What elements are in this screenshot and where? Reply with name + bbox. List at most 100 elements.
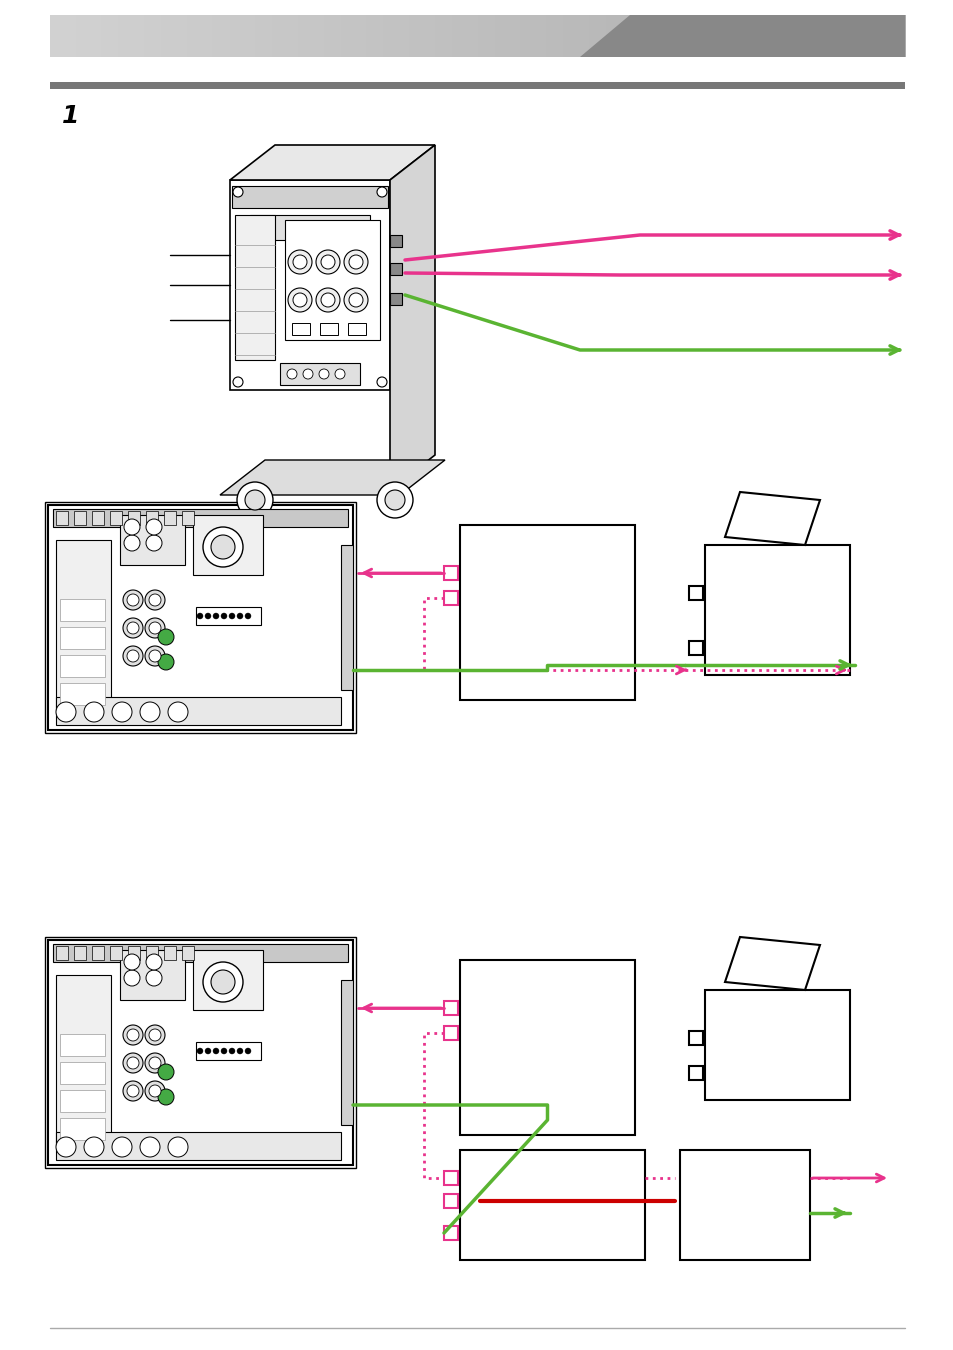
Polygon shape (724, 937, 820, 990)
Circle shape (149, 1085, 161, 1098)
Bar (588, 15, 598, 57)
Bar (511, 15, 520, 57)
Circle shape (123, 1053, 143, 1073)
Bar (297, 15, 307, 57)
Circle shape (145, 590, 165, 610)
Bar (426, 15, 436, 57)
Bar (74, 512, 86, 525)
Bar (118, 15, 128, 57)
Bar (60, 683, 105, 705)
Bar (178, 15, 188, 57)
Circle shape (196, 1048, 203, 1054)
Bar (682, 15, 692, 57)
Bar (896, 15, 905, 57)
Circle shape (158, 629, 173, 645)
Bar (152, 15, 162, 57)
Bar (280, 15, 290, 57)
Bar (443, 1226, 457, 1241)
Circle shape (124, 535, 140, 551)
Bar (182, 512, 193, 525)
Polygon shape (230, 144, 435, 180)
Bar (750, 15, 760, 57)
Bar (477, 15, 487, 57)
Bar (459, 960, 635, 1135)
Text: 1: 1 (62, 104, 79, 128)
Circle shape (124, 971, 140, 986)
Bar (340, 980, 353, 1125)
Bar (164, 946, 175, 960)
Circle shape (349, 293, 363, 306)
Bar (60, 599, 105, 621)
Circle shape (123, 1081, 143, 1102)
Bar (443, 1193, 457, 1208)
Bar (110, 946, 122, 960)
Bar (247, 15, 256, 57)
Bar (128, 946, 140, 960)
Bar (272, 15, 281, 57)
Bar (60, 1034, 105, 1056)
Bar (688, 641, 702, 655)
Bar (879, 15, 888, 57)
Bar (60, 655, 105, 676)
Circle shape (168, 1137, 188, 1157)
Bar (554, 15, 563, 57)
Circle shape (149, 1029, 161, 1041)
Bar (545, 15, 555, 57)
Bar (759, 15, 768, 57)
Circle shape (149, 649, 161, 662)
Bar (91, 512, 104, 525)
Bar (84, 15, 93, 57)
Circle shape (127, 622, 139, 634)
Bar (691, 15, 700, 57)
Bar (263, 15, 273, 57)
Bar (375, 15, 384, 57)
Bar (323, 15, 333, 57)
Bar (193, 950, 263, 1010)
Bar (144, 15, 153, 57)
Circle shape (205, 613, 211, 620)
Bar (528, 15, 537, 57)
Bar (443, 566, 457, 580)
Circle shape (146, 518, 162, 535)
Polygon shape (390, 144, 435, 490)
Circle shape (145, 647, 165, 666)
Bar (332, 15, 341, 57)
Circle shape (293, 293, 307, 306)
Circle shape (233, 188, 243, 197)
Circle shape (344, 250, 368, 274)
Circle shape (376, 482, 413, 518)
Bar (213, 15, 222, 57)
Bar (853, 15, 862, 57)
Circle shape (211, 535, 234, 559)
Bar (819, 15, 828, 57)
Bar (50, 15, 904, 57)
Circle shape (149, 594, 161, 606)
Bar (101, 15, 111, 57)
Bar (519, 15, 529, 57)
Bar (232, 186, 388, 208)
Bar (688, 586, 702, 599)
Bar (234, 215, 274, 360)
Bar (340, 15, 350, 57)
Bar (390, 263, 401, 275)
Bar (314, 15, 324, 57)
Circle shape (245, 1048, 251, 1054)
Bar (836, 15, 845, 57)
Bar (110, 512, 122, 525)
Circle shape (213, 613, 219, 620)
Circle shape (213, 1048, 219, 1054)
Circle shape (344, 288, 368, 312)
Bar (289, 15, 298, 57)
Bar (469, 15, 478, 57)
Bar (741, 15, 751, 57)
Circle shape (203, 526, 243, 567)
Bar (280, 363, 359, 385)
Circle shape (288, 250, 312, 274)
Circle shape (127, 649, 139, 662)
Bar (195, 15, 205, 57)
Bar (56, 540, 111, 710)
Bar (357, 15, 367, 57)
Bar (292, 323, 310, 335)
Bar (827, 15, 837, 57)
Circle shape (236, 613, 243, 620)
